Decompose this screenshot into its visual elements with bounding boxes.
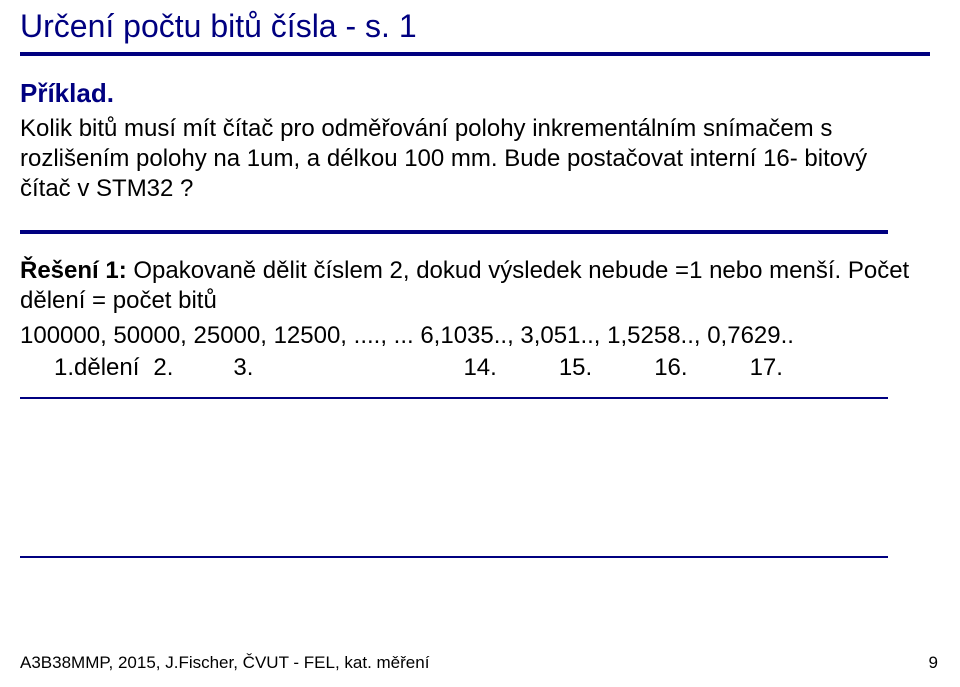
numbers-line: 100000, 50000, 25000, 12500, ...., ... 6… xyxy=(20,322,794,350)
footer-text: A3B38MMP, 2015, J.Fischer, ČVUT - FEL, k… xyxy=(20,653,429,673)
solution-text: Opakovaně dělit číslem 2, dokud výsledek… xyxy=(20,257,909,314)
title-rule xyxy=(20,52,930,56)
division-step: 3. xyxy=(233,354,253,381)
division-step: 17. xyxy=(750,354,783,381)
paragraph-body: Kolik bitů musí mít čítač pro odměřování… xyxy=(20,114,920,204)
mid-rule xyxy=(20,397,888,399)
paragraph-rule xyxy=(20,230,888,234)
page-number: 9 xyxy=(929,653,938,673)
division-step: 15. xyxy=(559,354,592,381)
bottom-rule xyxy=(20,556,888,558)
division-prefix: 1.dělení xyxy=(54,354,139,381)
division-step: 16. xyxy=(654,354,687,381)
division-step: 2. xyxy=(153,354,173,381)
solution-block: Řešení 1: Opakovaně dělit číslem 2, doku… xyxy=(20,256,920,316)
division-step: 14. xyxy=(463,354,496,381)
solution-label: Řešení 1: xyxy=(20,257,127,284)
divisions-line: 1.dělení 2. 3. 14. 15. 16. 17. xyxy=(54,354,783,382)
example-label: Příklad. xyxy=(20,78,114,109)
page-title: Určení počtu bitů čísla - s. 1 xyxy=(20,8,417,45)
